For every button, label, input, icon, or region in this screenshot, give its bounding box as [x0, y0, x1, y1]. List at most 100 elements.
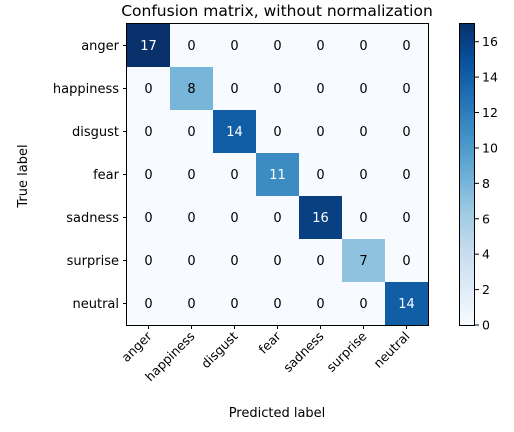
- heatmap-cell: [213, 67, 257, 111]
- heatmap-cell: [385, 239, 429, 283]
- cell-value-label: 0: [187, 211, 195, 226]
- heatmap-cell: [256, 153, 300, 197]
- cell-value-label: 0: [187, 125, 195, 140]
- cell-value-label: 0: [273, 82, 281, 97]
- cell-value-label: 0: [144, 168, 152, 183]
- cell-value-label: 0: [230, 254, 238, 269]
- heatmap-cell: [170, 67, 214, 111]
- colorbar-tick-label: 6: [482, 211, 490, 226]
- heatmap-cell: [342, 153, 386, 197]
- cell-value-label: 17: [140, 39, 157, 54]
- heatmap-cell: [299, 282, 343, 326]
- heatmap-cell: [342, 24, 386, 68]
- cell-value-label: 0: [273, 254, 281, 269]
- heatmap-cell: [213, 196, 257, 240]
- cell-value-label: 16: [312, 211, 329, 226]
- heatmap-cell: [213, 110, 257, 154]
- heatmap-cell: [127, 196, 171, 240]
- colorbar-tick-label: 2: [482, 282, 490, 297]
- colorbar-ticks: 0 2 4 6 8 10 12 14 16: [475, 34, 498, 333]
- heatmap-cell: [299, 24, 343, 68]
- x-tick-label: surprise: [323, 328, 369, 374]
- heatmap-cell: [256, 110, 300, 154]
- colorbar-tick-label: 14: [482, 70, 498, 85]
- cell-value-label: 0: [230, 297, 238, 312]
- cell-value-label: 0: [402, 168, 410, 183]
- heatmap-cell: [127, 24, 171, 68]
- x-tick-label: fear: [255, 328, 284, 357]
- heatmap-cell: [299, 153, 343, 197]
- y-tick-label: sadness: [66, 211, 119, 226]
- cell-value-label: 0: [402, 82, 410, 97]
- colorbar: [459, 23, 475, 326]
- heatmap-cell: [213, 153, 257, 197]
- colorbar-tick-label: 8: [482, 176, 490, 191]
- cell-value-label: 0: [273, 125, 281, 140]
- y-tick-label: anger: [81, 39, 119, 54]
- cell-value-label: 0: [316, 168, 324, 183]
- y-tick-label: happiness: [53, 82, 119, 97]
- heatmap-cell: [256, 282, 300, 326]
- heatmap-cell: [213, 282, 257, 326]
- cell-value-label: 0: [273, 211, 281, 226]
- cell-value-label: 0: [144, 125, 152, 140]
- cell-value-label: 0: [316, 297, 324, 312]
- cell-value-label: 0: [316, 82, 324, 97]
- heatmap-cell: [170, 239, 214, 283]
- colorbar-tick-label: 4: [482, 247, 490, 262]
- cell-value-label: 0: [359, 297, 367, 312]
- heatmap-cell: [256, 239, 300, 283]
- cell-value-label: 0: [144, 211, 152, 226]
- heatmap-cell: [127, 239, 171, 283]
- heatmap-cell: [127, 282, 171, 326]
- heatmap-cell: [342, 239, 386, 283]
- cell-value-label: 0: [359, 125, 367, 140]
- cell-value-label: 11: [269, 168, 286, 183]
- heatmap-cell: [299, 67, 343, 111]
- cell-value-label: 0: [273, 297, 281, 312]
- colorbar-tick-label: 16: [482, 34, 498, 49]
- cell-value-label: 0: [359, 82, 367, 97]
- heatmap-cell: [299, 196, 343, 240]
- heatmap-cell: [385, 24, 429, 68]
- heatmap-cell: [127, 67, 171, 111]
- heatmap-cell: [213, 239, 257, 283]
- cell-value-label: 0: [230, 211, 238, 226]
- heatmap-cell: [342, 110, 386, 154]
- x-tick-label: sadness: [280, 329, 326, 375]
- cell-value-label: 14: [226, 125, 243, 140]
- heatmap-cell: [342, 196, 386, 240]
- heatmap-cell: [299, 239, 343, 283]
- cell-value-label: 0: [359, 168, 367, 183]
- heatmap-cells: [127, 24, 429, 326]
- heatmap-cell: [170, 110, 214, 154]
- y-axis-ticks: anger happiness disgust fear sadness surprise…: [53, 39, 127, 312]
- cell-value-label: 0: [230, 82, 238, 97]
- heatmap-cell-labels: 17 0 0 0 0 0 0 0 8 0 0 0 0 0 0 0 14 0 0 0 0 0 0 0 11 0 0 0 0 0 0 0 16 0 0 0…: [140, 39, 415, 312]
- heatmap-cell: [385, 67, 429, 111]
- heatmap-cell: [256, 24, 300, 68]
- cell-value-label: 0: [402, 254, 410, 269]
- heatmap-cell: [170, 196, 214, 240]
- cell-value-label: 0: [402, 39, 410, 54]
- cell-value-label: 8: [187, 82, 195, 97]
- cell-value-label: 0: [144, 297, 152, 312]
- cell-value-label: 0: [144, 254, 152, 269]
- cell-value-label: 0: [144, 82, 152, 97]
- chart-title: Confusion matrix, without normalization: [121, 2, 433, 20]
- cell-value-label: 0: [316, 125, 324, 140]
- cell-value-label: 0: [316, 254, 324, 269]
- x-tick-label: disgust: [198, 328, 241, 371]
- x-axis-label: Predicted label: [229, 406, 326, 421]
- y-tick-label: surprise: [67, 254, 119, 269]
- colorbar-tick-label: 0: [482, 318, 490, 333]
- heatmap-cell: [385, 153, 429, 197]
- cell-value-label: 0: [187, 168, 195, 183]
- heatmap-cell: [127, 110, 171, 154]
- cell-value-label: 0: [402, 211, 410, 226]
- heatmap-cell: [170, 153, 214, 197]
- heatmap-cell: [170, 24, 214, 68]
- heatmap-cell: [385, 282, 429, 326]
